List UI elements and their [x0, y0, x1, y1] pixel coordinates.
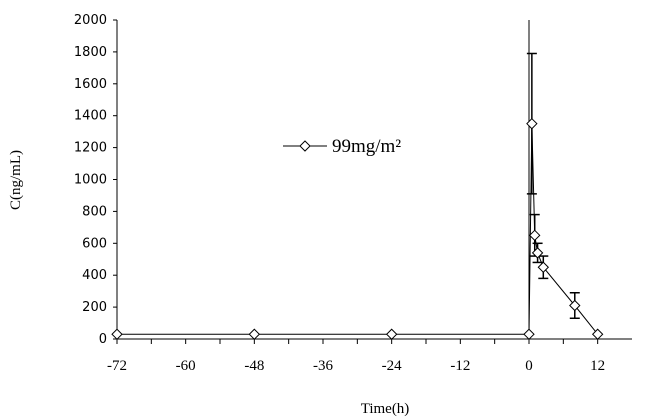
y-tick-label: 1400	[74, 109, 107, 124]
y-tick-label: 1200	[74, 141, 107, 156]
data-point	[111, 328, 123, 340]
data-point	[537, 261, 550, 273]
y-tick-label: 1000	[74, 173, 107, 188]
x-tick-label: -48	[244, 358, 264, 374]
y-tick-label: 800	[82, 204, 107, 219]
x-tick-label: -24	[382, 358, 402, 374]
data-point	[248, 328, 261, 340]
axes	[113, 19, 632, 344]
data-point	[569, 299, 581, 312]
data-point	[385, 328, 398, 340]
x-tick-label: 12	[590, 358, 605, 374]
y-axis-title: C(ng/mL)	[8, 150, 24, 210]
y-tick-label: 200	[82, 300, 107, 315]
y-tick-label: 600	[82, 236, 107, 251]
data-point	[523, 328, 535, 340]
x-tick-label: -36	[313, 358, 333, 374]
y-tick-label: 1800	[74, 45, 107, 60]
series	[111, 117, 604, 340]
data-point	[526, 117, 538, 130]
y-tick-label: 400	[82, 268, 107, 283]
legend-marker	[299, 140, 311, 152]
x-tick-label: -72	[107, 358, 127, 374]
data-point	[529, 229, 541, 242]
data-point	[531, 247, 544, 259]
y-tick-label: 1600	[74, 77, 107, 92]
y-tick-label: 2000	[74, 13, 107, 28]
x-tick-label: 0	[525, 358, 533, 374]
error-bars	[526, 52, 580, 320]
x-axis-title: Time(h)	[361, 401, 410, 417]
legend: 99mg/m²	[283, 136, 401, 157]
data-point	[591, 328, 604, 340]
x-tick-label: -12	[450, 358, 470, 374]
series-line	[117, 123, 599, 335]
x-tick-label: -60	[176, 358, 196, 374]
legend-label: 99mg/m²	[332, 136, 401, 157]
tick-labels: 0 200 400 600 800 1000 1200 1400 1600 1800 2000 -72…	[74, 13, 605, 374]
y-tick-label: 0	[99, 332, 107, 347]
